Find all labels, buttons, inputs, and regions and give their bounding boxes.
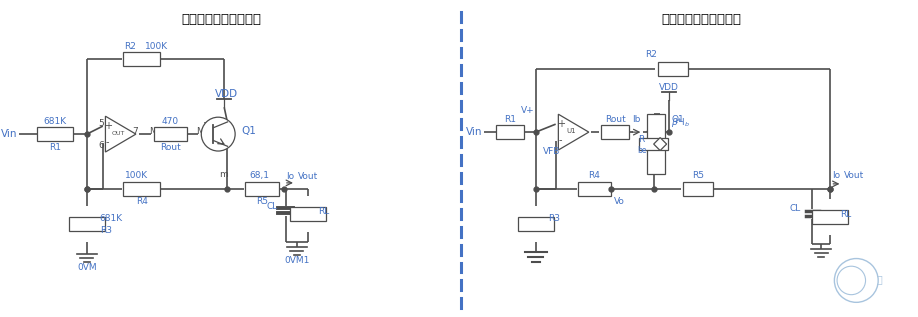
Circle shape: [837, 266, 866, 295]
Text: RL: RL: [318, 207, 329, 216]
Text: Vin: Vin: [465, 127, 482, 137]
Text: VDD: VDD: [215, 89, 238, 99]
Text: 681K: 681K: [100, 214, 123, 223]
Text: R4: R4: [588, 171, 600, 180]
Text: Rout: Rout: [160, 143, 181, 152]
Text: CL: CL: [789, 204, 800, 213]
Bar: [518, 217, 554, 231]
Bar: [639, 138, 668, 150]
Text: 681K: 681K: [43, 117, 66, 126]
Text: 1: 1: [204, 122, 209, 131]
Text: Vo: Vo: [614, 197, 625, 206]
Text: 5: 5: [98, 119, 104, 128]
Text: OUT: OUT: [112, 131, 126, 136]
Polygon shape: [106, 116, 136, 152]
Bar: [69, 217, 105, 231]
Text: VFB: VFB: [543, 146, 560, 156]
Text: Rout: Rout: [605, 115, 626, 124]
Bar: [123, 53, 161, 67]
Text: 47nF: 47nF: [292, 208, 314, 217]
Text: 电压转电流等效原理图: 电压转电流等效原理图: [661, 13, 741, 26]
Bar: [812, 210, 848, 224]
Text: $\beta$*I$_b$: $\beta$*I$_b$: [671, 116, 690, 129]
Bar: [496, 125, 524, 139]
Text: 470: 470: [162, 117, 179, 126]
Text: 6: 6: [98, 140, 104, 150]
Text: M: M: [149, 126, 156, 136]
Text: be: be: [637, 146, 646, 155]
Text: VDD: VDD: [659, 83, 679, 92]
Bar: [577, 182, 611, 196]
Text: R4: R4: [136, 197, 148, 206]
Text: V+: V+: [521, 106, 534, 115]
Text: 实际电压转电流原理图: 实际电压转电流原理图: [181, 13, 262, 26]
Text: R5: R5: [692, 171, 704, 180]
Text: 0VM: 0VM: [77, 263, 96, 272]
Bar: [601, 125, 630, 139]
Text: CL: CL: [266, 202, 277, 211]
Text: R: R: [638, 135, 644, 144]
Text: 百月辰: 百月辰: [864, 275, 883, 284]
Bar: [658, 62, 688, 76]
Text: -: -: [106, 137, 109, 147]
Text: +: +: [556, 119, 565, 129]
Text: 7: 7: [131, 126, 138, 136]
Text: -: -: [559, 135, 563, 145]
Text: R2: R2: [645, 50, 657, 59]
Text: -: -: [658, 139, 662, 149]
Text: m: m: [218, 171, 228, 179]
Text: Io: Io: [285, 172, 294, 181]
Text: Q1: Q1: [241, 126, 256, 136]
Bar: [123, 182, 161, 196]
Text: 68,1: 68,1: [249, 171, 269, 180]
Text: Io: Io: [833, 171, 841, 180]
Circle shape: [834, 259, 879, 302]
Polygon shape: [654, 138, 666, 151]
Text: R3: R3: [548, 214, 560, 223]
Text: R1: R1: [49, 143, 61, 152]
Text: R5: R5: [256, 197, 268, 206]
Bar: [290, 207, 326, 221]
Bar: [647, 114, 666, 174]
Text: RL: RL: [840, 210, 852, 219]
Text: 100K: 100K: [145, 42, 168, 51]
Text: R3: R3: [100, 226, 112, 235]
Text: U1: U1: [566, 128, 577, 134]
Text: 0VM1: 0VM1: [285, 256, 309, 265]
Text: R2: R2: [124, 42, 136, 51]
Polygon shape: [558, 114, 588, 150]
Bar: [245, 182, 279, 196]
Bar: [37, 127, 73, 141]
Text: Vin: Vin: [1, 129, 17, 139]
Bar: [683, 182, 713, 196]
Text: 100K: 100K: [125, 171, 148, 180]
Bar: [153, 127, 187, 141]
Text: M: M: [196, 126, 204, 136]
Text: Vout: Vout: [297, 172, 319, 181]
Text: Q1: Q1: [671, 115, 684, 124]
Text: R1: R1: [504, 115, 516, 124]
Text: Vout: Vout: [845, 171, 865, 180]
Circle shape: [201, 117, 235, 151]
Text: +: +: [104, 121, 112, 131]
Text: Ib: Ib: [633, 115, 641, 124]
